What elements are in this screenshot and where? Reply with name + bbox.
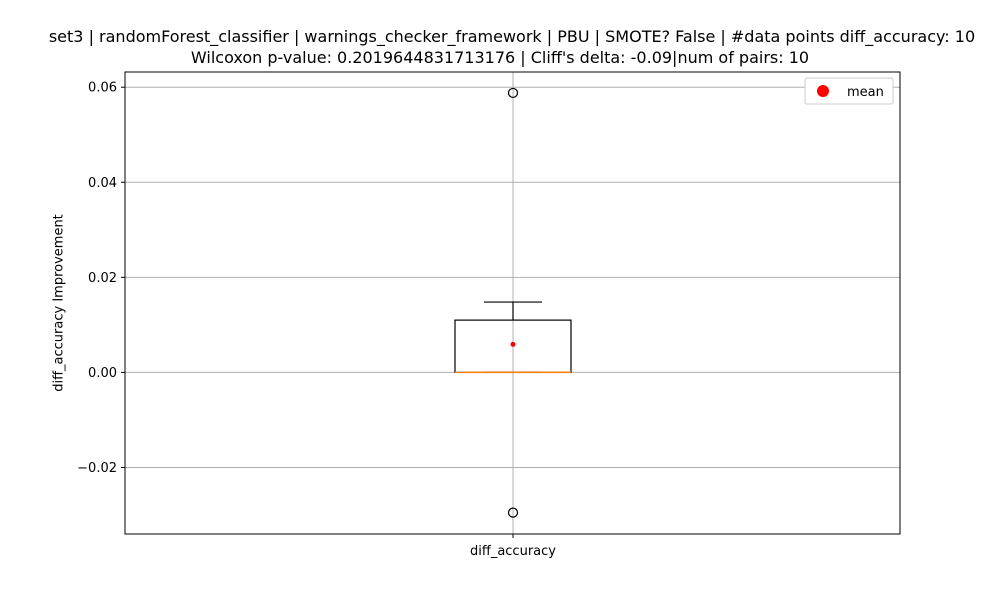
legend-mean-marker [817,85,829,97]
axes-layer: −0.02 0.00 0.02 0.04 0.06 diff_accuracy [77,71,901,559]
y-tick-label: 0.00 [88,366,117,381]
legend: mean [804,77,894,105]
y-tick-label: 0.06 [88,81,117,96]
legend-mean-label: mean [847,85,884,100]
box-layer [454,87,572,518]
outlier-point [507,507,519,518]
legend-frame [804,77,894,105]
chart-title-line-2: Wilcoxon p-value: 0.2019644831713176 | C… [190,48,810,67]
mean-marker [510,341,516,347]
x-tick-label: diff_accuracy [470,544,556,559]
y-tick-label: −0.02 [77,461,117,476]
chart-title-line-1: set3 | randomForest_classifier | warning… [48,27,976,46]
outlier-point [507,87,519,99]
y-tick-label: 0.02 [88,271,117,286]
y-tick-label: 0.04 [88,176,117,191]
